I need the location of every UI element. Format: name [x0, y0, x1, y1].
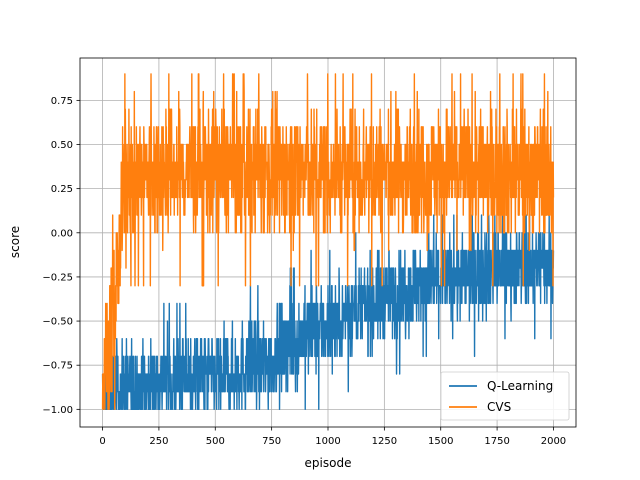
y-tick-label: −0.50: [42, 317, 73, 328]
x-tick-label: 0: [99, 436, 105, 447]
x-tick-label: 250: [149, 436, 168, 447]
legend-box: [440, 371, 570, 421]
legend-label-q-learning: Q-Learning: [487, 379, 553, 393]
legend-label-cvs: CVS: [487, 400, 511, 414]
x-tick-label: 1750: [484, 436, 509, 447]
y-axis-label: score: [8, 226, 22, 258]
y-tick-label: −1.00: [42, 405, 73, 416]
legend: Q-Learning CVS: [440, 371, 570, 421]
y-tick-label: −0.75: [42, 361, 73, 372]
x-axis-label: episode: [305, 456, 352, 470]
x-tick-label: 500: [206, 436, 225, 447]
series-line-q-learning: [101, 214, 555, 411]
series-line-cvs: [101, 73, 555, 411]
x-tick-label: 750: [262, 436, 281, 447]
y-tick-label: 0.75: [51, 96, 73, 107]
y-tick-label: 0.25: [51, 184, 73, 195]
y-tick-label: 0.50: [51, 140, 73, 151]
x-tick-label: 2000: [541, 436, 566, 447]
tick-layer: 0 250 500 750 1000 1250 1500 1750 2000 −1.00 −0.75…: [42, 96, 566, 447]
x-tick-label: 1000: [315, 436, 340, 447]
x-tick-label: 1500: [428, 436, 453, 447]
y-tick-label: −0.25: [42, 272, 73, 283]
y-tick-label: 0.00: [51, 228, 73, 239]
series-layer: [101, 73, 555, 411]
x-tick-label: 1250: [372, 436, 397, 447]
